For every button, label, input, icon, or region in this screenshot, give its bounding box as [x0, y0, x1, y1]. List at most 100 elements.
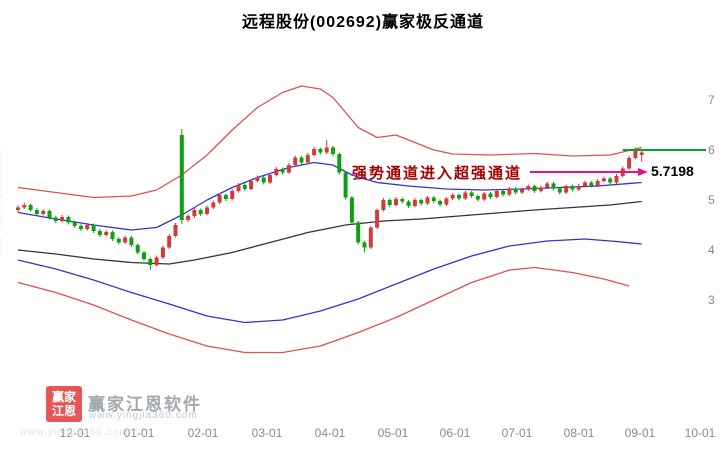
candle-body	[387, 200, 392, 205]
brand-watermark: 赢家江恩软件	[88, 395, 202, 414]
candle-body	[532, 186, 537, 191]
chart-title: 远程股份(002692)赢家极反通道	[241, 14, 485, 31]
x-axis-tick-label: 08-01	[564, 426, 595, 440]
brand-url-watermark: www.yingjia360.com	[89, 410, 198, 421]
candle-body	[431, 197, 436, 201]
y-axis-tick-label: 7	[708, 93, 715, 107]
candle-body	[142, 252, 146, 259]
candle-body	[583, 182, 587, 186]
candle-body	[608, 178, 613, 183]
candle-body	[249, 181, 254, 189]
candle-body	[217, 195, 222, 203]
candle-body	[551, 183, 556, 189]
x-axis-tick-label: 12-01	[60, 426, 91, 440]
candle-body	[293, 157, 298, 165]
candle-body	[469, 192, 474, 196]
candle-body	[104, 232, 109, 235]
x-axis-tick-label: 10-01	[685, 426, 716, 440]
candle-body	[520, 189, 524, 193]
candle-body	[129, 237, 134, 245]
candle-body	[286, 165, 291, 173]
candle-body	[47, 211, 52, 218]
candle-body	[545, 183, 550, 188]
candle-body	[110, 232, 115, 239]
candle-body	[576, 186, 581, 190]
candle-body	[639, 152, 644, 155]
candle-body	[312, 149, 317, 155]
candle-body	[242, 185, 247, 189]
x-axis-tick-label: 03-01	[252, 426, 283, 440]
candle-body	[198, 210, 203, 214]
channel-line-inner-lower-blue-line	[17, 238, 642, 324]
candle-body	[148, 259, 153, 265]
candle-body	[230, 191, 235, 199]
candle-body	[236, 185, 241, 191]
candle-body	[595, 181, 600, 186]
candle-body	[444, 198, 449, 205]
candle-body	[173, 225, 178, 236]
y-axis-tick-label: 5	[708, 193, 715, 207]
candle-body	[633, 150, 638, 158]
candle-body	[53, 217, 58, 221]
x-axis-tick-label: 01-01	[124, 426, 155, 440]
x-axis-tick-label: 05-01	[378, 426, 409, 440]
candle-body	[72, 222, 77, 226]
candle-body	[299, 157, 304, 163]
candle-body	[116, 239, 121, 243]
candle-body	[85, 225, 90, 229]
watermark-text: www.yingjia360.com	[0, 150, 4, 259]
y-axis-tick-label: 4	[708, 243, 715, 257]
candle-body	[589, 182, 594, 186]
candle-body	[349, 197, 354, 223]
callout-arrow-icon	[638, 168, 648, 176]
candle-body	[305, 155, 310, 163]
candle-body	[507, 188, 512, 195]
candle-body	[66, 217, 71, 223]
candle-body	[614, 176, 619, 183]
candle-body	[419, 200, 424, 204]
candle-body	[601, 178, 606, 181]
candle-body	[438, 201, 443, 205]
candle-body	[412, 200, 417, 206]
candle-body	[513, 188, 518, 193]
y-axis-tick-label: 6	[708, 143, 715, 157]
candle-body	[337, 154, 342, 173]
candle-body	[356, 222, 361, 243]
price-value-label: 5.7198	[651, 163, 694, 179]
candle-body	[457, 195, 461, 199]
x-axis-tick-label: 04-01	[315, 426, 346, 440]
candle-body	[627, 158, 632, 169]
candle-body	[97, 231, 102, 235]
channel-line-outer-upper-red-band	[17, 85, 642, 199]
candle-body	[450, 195, 455, 199]
candle-body	[538, 187, 543, 191]
candle-body	[41, 211, 46, 214]
candle-body	[28, 205, 33, 210]
x-axis-tick-label: 07-01	[502, 426, 533, 440]
candle-body	[400, 199, 405, 202]
candle-body	[22, 205, 27, 208]
candle-body	[488, 193, 493, 197]
candle-body	[463, 192, 468, 199]
candle-body	[394, 199, 398, 205]
watermark-text: www.yingjia360.com	[20, 427, 129, 438]
candle-body	[368, 227, 373, 248]
brand-logo-line1: 赢家	[51, 390, 76, 404]
channel-annotation-text: 强势通道进入超强通道	[352, 165, 523, 182]
candle-body	[255, 177, 260, 181]
candle-body	[343, 172, 348, 198]
y-axis-tick-label: 3	[708, 293, 715, 307]
candle-body	[557, 188, 562, 193]
candle-body	[570, 186, 575, 190]
candle-body	[154, 257, 159, 265]
candle-body	[179, 135, 184, 220]
candle-body	[375, 210, 380, 228]
candle-body	[16, 207, 20, 210]
candle-body	[268, 175, 272, 183]
candle-body	[280, 169, 285, 173]
x-axis-tick-label: 09-01	[625, 426, 656, 440]
candle-body	[331, 147, 335, 154]
channel-line-outer-lower-red-band	[17, 266, 630, 354]
